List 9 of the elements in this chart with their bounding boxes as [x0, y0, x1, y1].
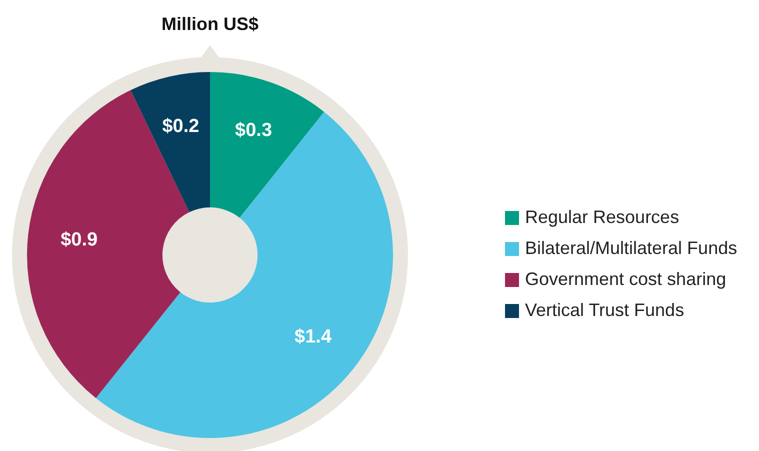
chart-title: Million US$ [160, 14, 260, 35]
data-label: $0.9 [60, 229, 98, 250]
data-label: $0.2 [162, 116, 200, 137]
legend-label: Vertical Trust Funds [525, 300, 684, 321]
data-label: $0.3 [235, 120, 272, 141]
legend-label: Regular Resources [525, 207, 680, 228]
legend-label: Government cost sharing [525, 269, 726, 290]
data-label: $1.4 [294, 326, 332, 348]
legend-label: Bilateral/Multilateral Funds [525, 238, 738, 259]
